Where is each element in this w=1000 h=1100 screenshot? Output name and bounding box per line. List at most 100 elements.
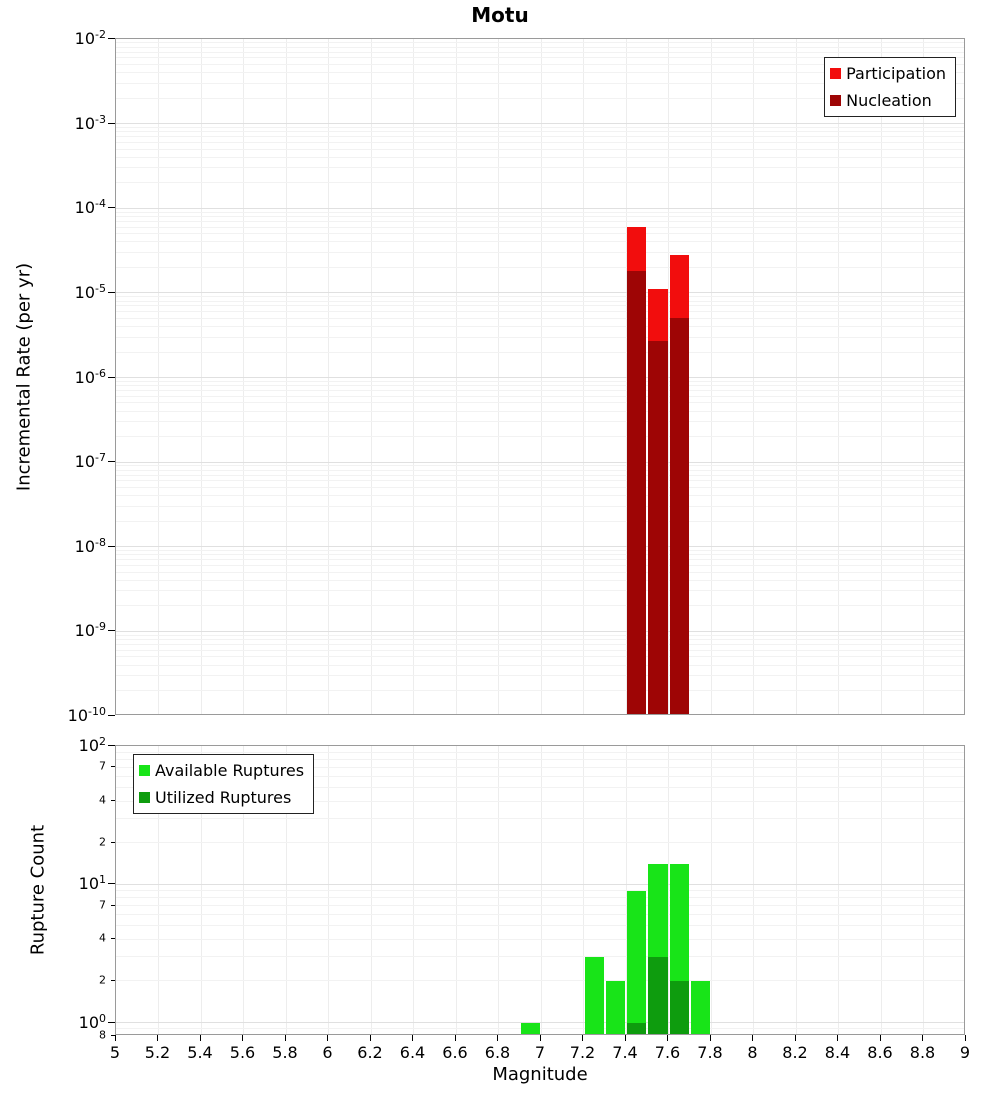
y-tick bbox=[108, 207, 115, 209]
gridline-horizontal bbox=[116, 776, 964, 778]
x-tick-label: 5 bbox=[109, 1043, 121, 1062]
y-tick bbox=[108, 461, 115, 463]
gridline-horizontal bbox=[116, 42, 964, 44]
x-tick bbox=[582, 1035, 583, 1041]
gridline-horizontal bbox=[116, 395, 964, 397]
gridline-horizontal bbox=[116, 46, 964, 48]
gridline-vertical bbox=[540, 746, 542, 1034]
y-tick-label: 10-4 bbox=[74, 197, 106, 218]
x-tick-label: 6.6 bbox=[442, 1043, 468, 1062]
bar-available-ruptures bbox=[520, 1022, 540, 1034]
y-tick-label: 100 bbox=[78, 1011, 106, 1032]
gridline-horizontal bbox=[116, 956, 964, 958]
legend-label: Nucleation bbox=[846, 91, 932, 110]
y-tick-label: 102 bbox=[78, 734, 106, 756]
gridline-vertical bbox=[795, 39, 797, 714]
gridline-vertical bbox=[625, 39, 627, 714]
x-tick bbox=[794, 1035, 796, 1041]
legend-entry: Participation bbox=[830, 60, 946, 87]
y-tick bbox=[111, 800, 115, 802]
gridline-horizontal bbox=[116, 664, 964, 666]
gridline-horizontal bbox=[116, 380, 964, 382]
gridline-horizontal bbox=[116, 559, 964, 561]
gridline-horizontal bbox=[116, 649, 964, 651]
gridline-vertical bbox=[328, 39, 329, 714]
legend-label: Participation bbox=[846, 64, 946, 83]
x-tick bbox=[879, 1035, 881, 1041]
bar-utilized-ruptures bbox=[648, 956, 668, 1034]
gridline-horizontal bbox=[116, 883, 964, 885]
gridline-vertical bbox=[668, 746, 669, 1034]
gridline-horizontal bbox=[116, 800, 964, 802]
gridline-horizontal bbox=[116, 758, 964, 760]
y-tick bbox=[111, 904, 115, 906]
gridline-vertical bbox=[455, 746, 457, 1034]
bar-nucleation bbox=[648, 340, 668, 714]
gridline-horizontal bbox=[116, 402, 964, 404]
gridline-horizontal bbox=[116, 571, 964, 573]
gridline-horizontal bbox=[116, 1022, 964, 1024]
gridline-vertical bbox=[923, 39, 924, 714]
gridline-vertical bbox=[158, 746, 159, 1034]
x-tick bbox=[412, 1035, 413, 1041]
gridline-horizontal bbox=[116, 233, 964, 235]
x-tick-label: 7.4 bbox=[612, 1043, 638, 1062]
x-tick-label: 8.2 bbox=[782, 1043, 808, 1062]
gridline-horizontal bbox=[116, 241, 964, 243]
gridline-horizontal bbox=[116, 605, 964, 607]
y-tick-label: 10-7 bbox=[74, 450, 106, 472]
y-tick bbox=[108, 376, 115, 378]
gridline-vertical bbox=[583, 39, 584, 714]
x-tick-label: 6.2 bbox=[357, 1043, 383, 1062]
legend-label: Utilized Ruptures bbox=[155, 788, 292, 807]
x-tick bbox=[199, 1035, 201, 1041]
gridline-horizontal bbox=[116, 675, 964, 677]
gridline-horizontal bbox=[116, 905, 964, 907]
gridline-horizontal bbox=[116, 292, 964, 294]
x-tick-label: 8.4 bbox=[824, 1043, 851, 1062]
gridline-horizontal bbox=[116, 136, 964, 138]
gridline-horizontal bbox=[116, 480, 964, 482]
legend-entry: Utilized Ruptures bbox=[139, 784, 304, 811]
gridline-vertical bbox=[328, 746, 329, 1034]
x-tick-label: 7.8 bbox=[697, 1043, 723, 1062]
gridline-horizontal bbox=[116, 787, 964, 789]
bar-utilized-ruptures bbox=[627, 1022, 647, 1034]
gridline-horizontal bbox=[116, 317, 964, 319]
gridline-horizontal bbox=[116, 465, 964, 467]
gridline-horizontal bbox=[116, 690, 964, 692]
gridline-horizontal bbox=[116, 385, 964, 387]
gridline-horizontal bbox=[116, 215, 964, 217]
y-tick-label: 7 bbox=[99, 759, 106, 773]
gridline-vertical bbox=[498, 746, 499, 1034]
gridline-horizontal bbox=[116, 207, 964, 209]
x-tick-label: 5.8 bbox=[272, 1043, 298, 1062]
gridline-horizontal bbox=[116, 305, 964, 307]
x-tick bbox=[327, 1035, 328, 1041]
gridline-vertical bbox=[710, 746, 712, 1034]
y-tick-label: 10-8 bbox=[74, 535, 106, 556]
y-tick bbox=[111, 841, 115, 843]
y-tick-label: 10-2 bbox=[74, 27, 106, 49]
chart-title: Motu bbox=[471, 3, 529, 27]
gridline-vertical bbox=[838, 746, 839, 1034]
gridline-horizontal bbox=[116, 300, 964, 302]
gridline-vertical bbox=[200, 746, 202, 1034]
gridline-vertical bbox=[625, 746, 627, 1034]
legend-swatch-icon bbox=[139, 792, 150, 803]
gridline-horizontal bbox=[116, 336, 964, 338]
y-tick bbox=[111, 938, 115, 940]
x-tick-label: 5.4 bbox=[187, 1043, 213, 1062]
gridline-horizontal bbox=[116, 326, 964, 328]
gridline-horizontal bbox=[116, 630, 964, 632]
x-tick-label: 5.2 bbox=[144, 1043, 171, 1062]
gridline-horizontal bbox=[116, 914, 964, 916]
gridline-horizontal bbox=[116, 751, 964, 753]
gridline-horizontal bbox=[116, 126, 964, 128]
y-tick-label: 8 bbox=[99, 1028, 106, 1042]
x-tick-label: 6 bbox=[322, 1043, 333, 1062]
gridline-horizontal bbox=[116, 251, 964, 253]
gridline-horizontal bbox=[116, 639, 964, 641]
gridline-horizontal bbox=[116, 487, 964, 489]
gridline-horizontal bbox=[116, 141, 964, 143]
